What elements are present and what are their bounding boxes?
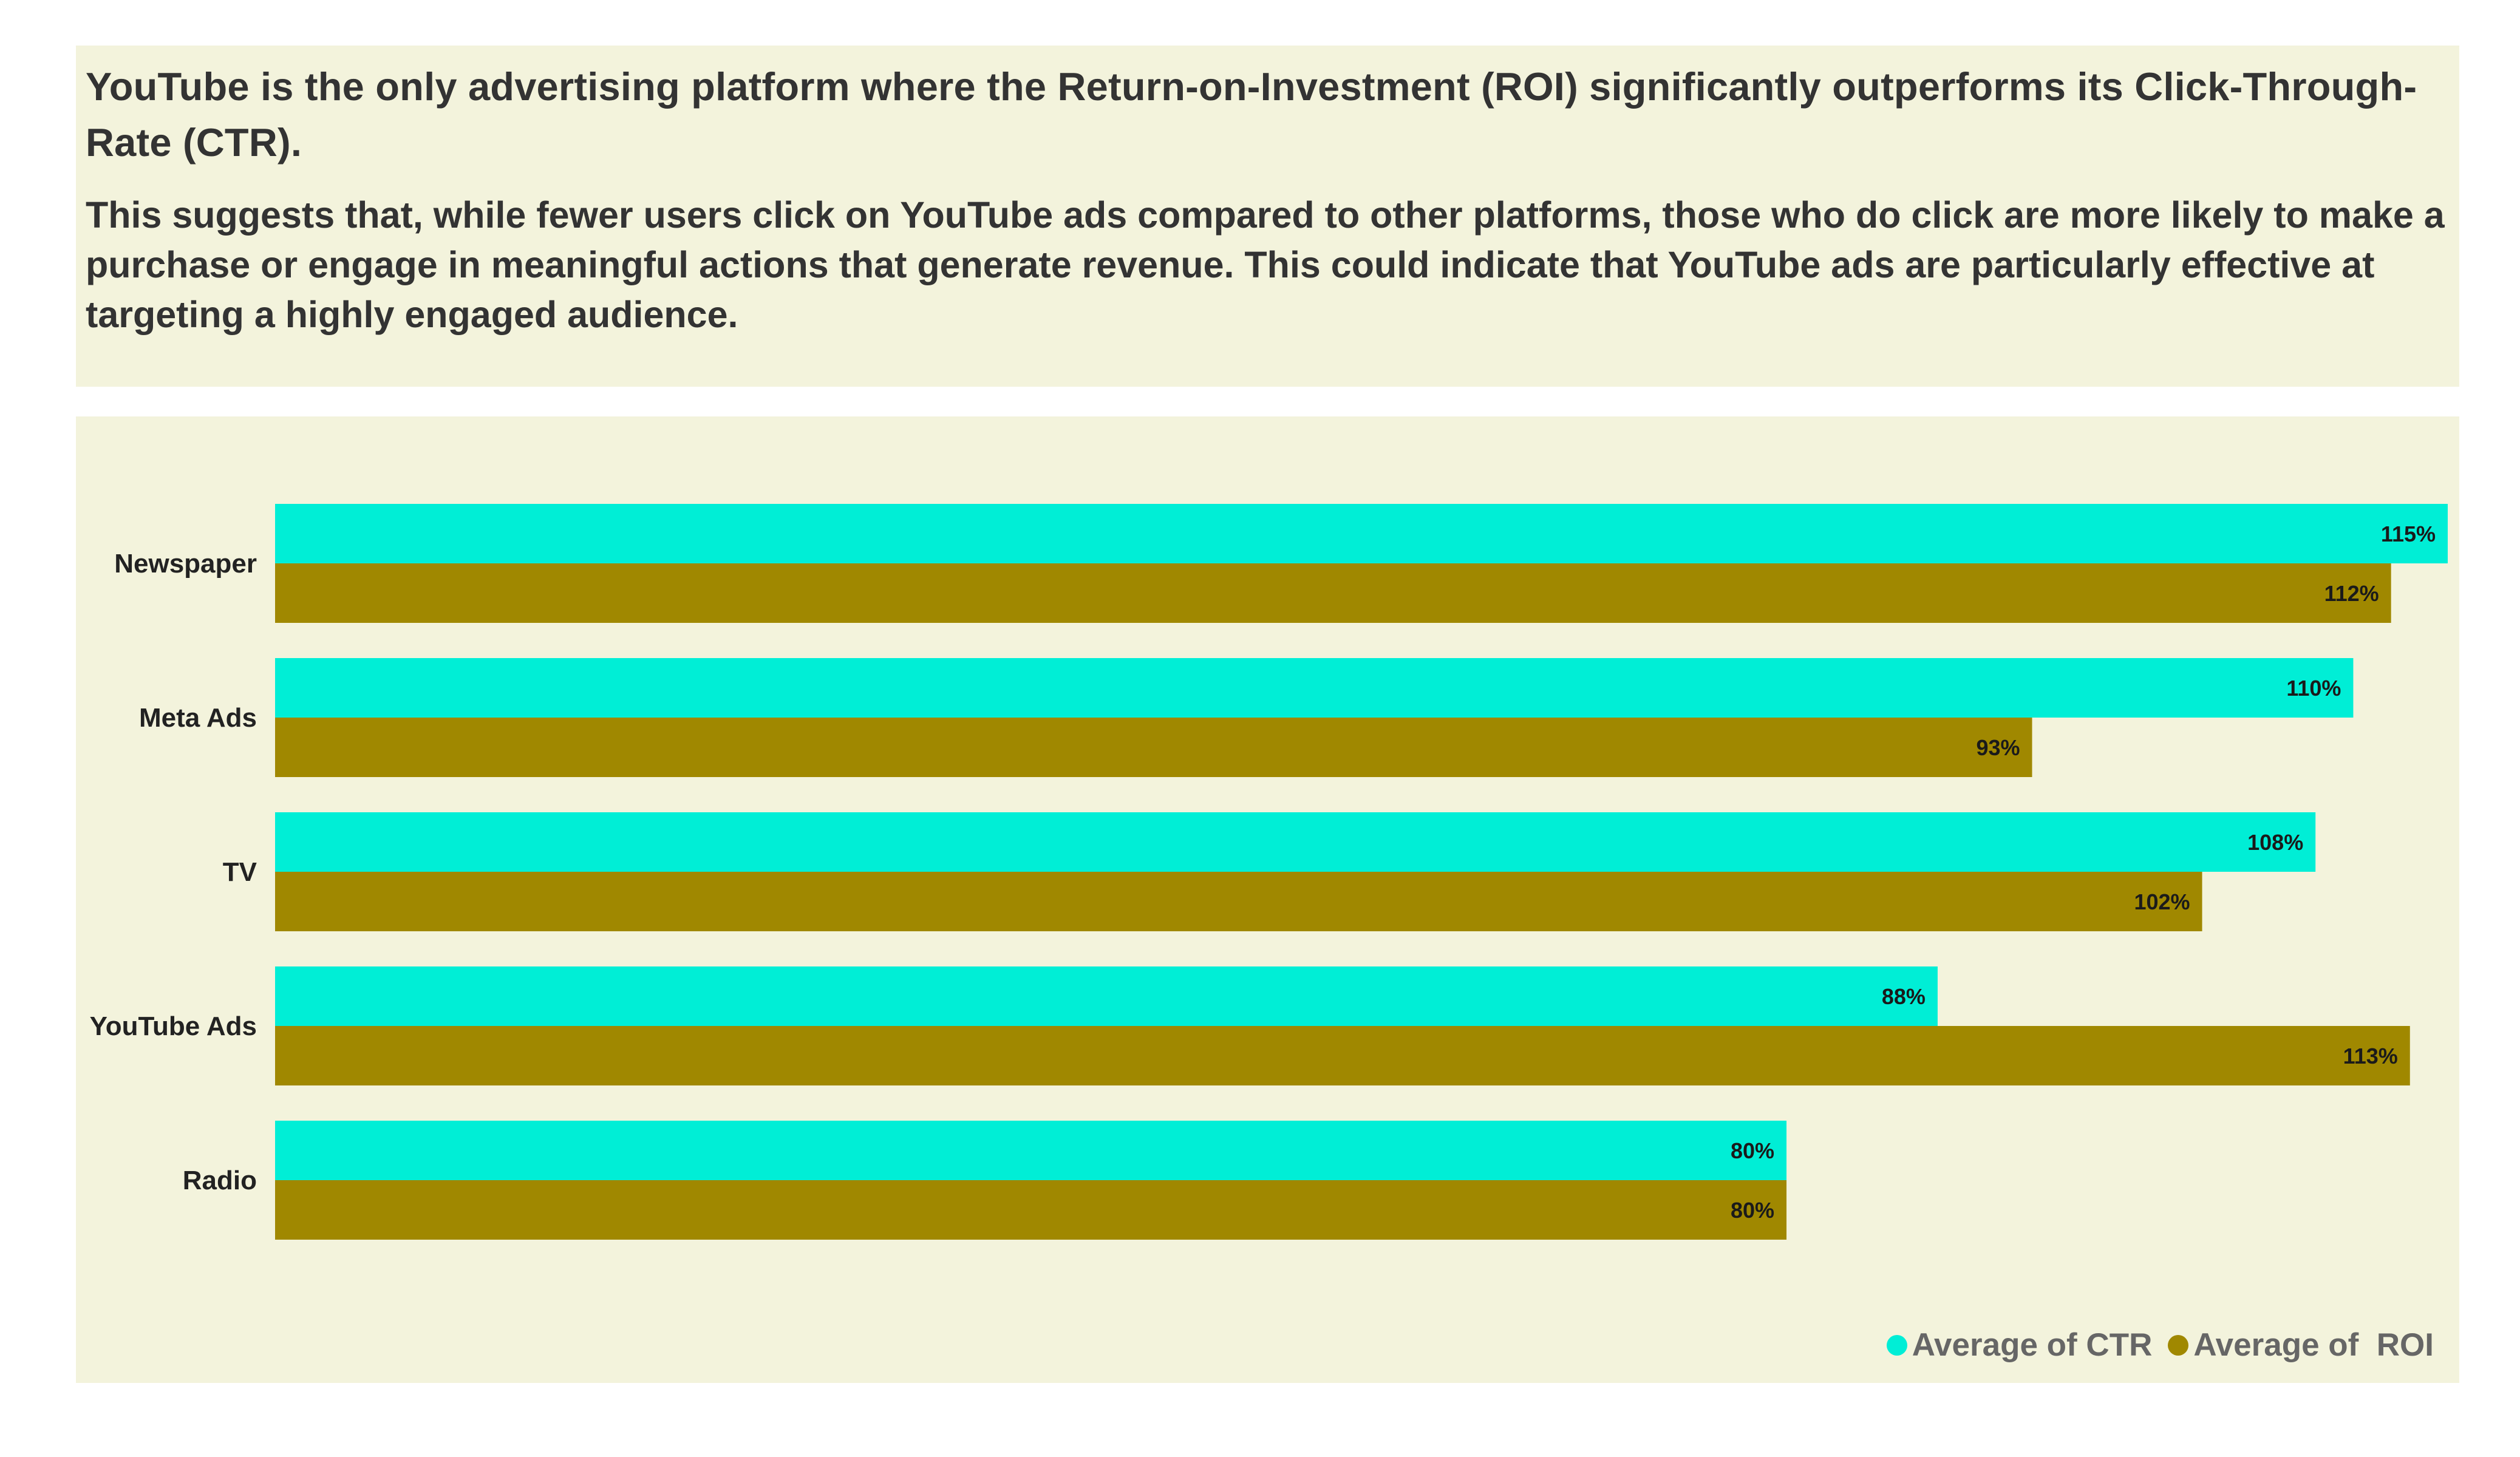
- bar-ctr: [275, 658, 2354, 718]
- legend-swatch-ctr: [1886, 1334, 1907, 1356]
- category-label: Radio: [183, 1166, 257, 1195]
- bar-roi: [275, 1180, 1787, 1240]
- data-label: 80%: [1731, 1198, 1774, 1223]
- bar-ctr: [275, 966, 1938, 1026]
- legend-label-roi: Average of ROI: [2193, 1327, 2434, 1363]
- legend-item-ctr: Average of CTR: [1886, 1326, 2153, 1364]
- category-label: TV: [223, 857, 257, 887]
- data-label: 113%: [2343, 1044, 2398, 1068]
- bar-roi: [275, 1026, 2410, 1085]
- headline-subtitle: This suggests that, while fewer users cl…: [86, 194, 2445, 335]
- category-label: Meta Ads: [139, 703, 257, 733]
- data-label: 93%: [1976, 735, 2020, 760]
- headline-panel: YouTube is the only advertising platform…: [76, 46, 2459, 387]
- bar-roi: [275, 872, 2202, 931]
- category-label: Newspaper: [114, 549, 257, 579]
- legend-item-roi: Average of ROI: [2168, 1326, 2434, 1364]
- bar-ctr: [275, 1121, 1787, 1180]
- data-label: 115%: [2381, 521, 2436, 546]
- bar-chart: Newspaper 115% 112% Meta Ads 110% 93% TV 108% 10…: [90, 504, 2448, 1240]
- bar-roi: [275, 718, 2032, 777]
- category-label: YouTube Ads: [90, 1011, 257, 1041]
- data-label: 88%: [1882, 984, 1926, 1009]
- bar-ctr: [275, 812, 2316, 872]
- data-label: 102%: [2134, 889, 2190, 914]
- data-label: 112%: [2324, 581, 2379, 606]
- legend-label-ctr: Average of CTR: [1912, 1327, 2153, 1363]
- bar-ctr: [275, 504, 2448, 563]
- data-label: 80%: [1731, 1138, 1774, 1163]
- bar-roi: [275, 563, 2391, 623]
- data-label: 108%: [2247, 830, 2303, 855]
- chart-panel: Newspaper 115% 112% Meta Ads 110% 93% TV 108% 10…: [76, 416, 2459, 1383]
- data-label: 110%: [2286, 676, 2341, 701]
- chart-legend: Average of CTR Average of ROI: [1886, 1326, 2434, 1364]
- headline-title: YouTube is the only advertising platform…: [86, 64, 2417, 165]
- legend-swatch-roi: [2168, 1334, 2189, 1356]
